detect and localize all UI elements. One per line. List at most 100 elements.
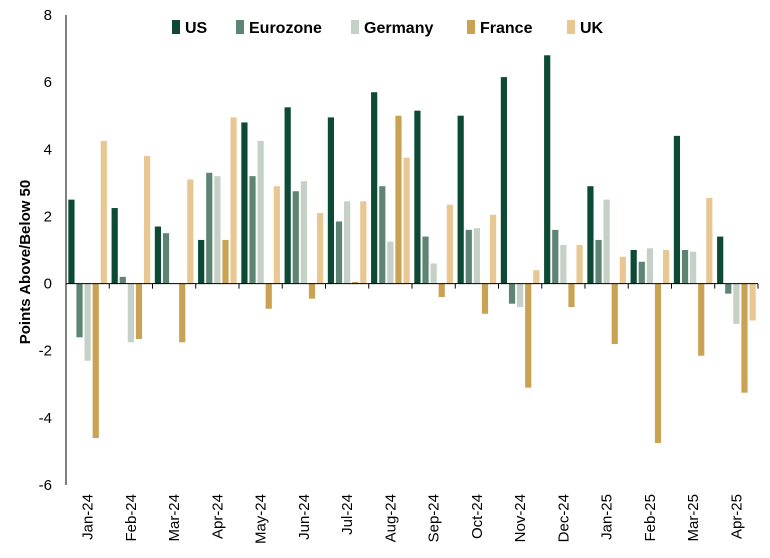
y-tick-label: 0 [44,276,52,293]
y-tick-label: -4 [39,410,52,427]
x-tick-label: Mar-24 [166,494,183,542]
bar-eurozone-feb-25 [638,261,645,284]
legend-label-uk: UK [580,20,604,37]
bar-us-may-24 [241,122,248,284]
x-tick-label: Jun-24 [296,494,313,540]
legend-swatch-us [172,20,180,34]
bar-eurozone-mar-24 [162,233,170,284]
bar-eurozone-jan-24 [76,283,83,338]
bar-france-may-24 [265,283,272,309]
y-tick-label: 4 [44,141,52,158]
bar-us-apr-24 [198,239,205,284]
legend-swatch-eurozone [236,20,244,34]
bar-germany-dec-24 [560,244,567,284]
bar-uk-feb-25 [662,250,670,284]
y-axis-title: Points Above/Below 50 [17,180,34,344]
x-tick-label: Mar-25 [685,494,702,542]
bar-germany-oct-24 [473,228,480,284]
bar-uk-apr-25 [749,283,756,321]
bar-france-jun-24 [308,283,316,299]
x-axis-ticks: Jan-24 Feb-24 Mar-24 Apr-24 May-24 Jun-24 Jul-… [80,494,746,544]
bar-eurozone-may-24 [249,176,256,284]
y-tick-label: -2 [39,343,52,360]
bar-france-jan-24 [92,283,99,438]
bar-uk-oct-24 [489,214,497,284]
bar-germany-feb-24 [127,283,134,343]
x-tick-label: Apr-24 [209,494,226,539]
bar-france-dec-24 [568,283,575,308]
legend-label-germany: Germany [364,20,433,37]
bar-germany-jan-25 [603,199,610,284]
bar-eurozone-apr-25 [725,283,732,294]
bar-eurozone-jul-24 [335,221,343,284]
bar-france-apr-24 [222,239,229,284]
bar-us-mar-24 [154,226,162,284]
bar-eurozone-jun-24 [292,191,299,284]
bar-uk-mar-24 [187,179,194,284]
x-tick-label: Jul-24 [339,494,356,535]
bar-france-mar-25 [698,283,705,356]
x-tick-label: May-24 [253,494,270,544]
y-axis-ticks: 8 6 4 2 0 -2 -4 -6 [39,7,52,494]
bar-germany-feb-25 [646,248,653,284]
bar-germany-apr-24 [214,176,221,284]
bar-germany-aug-24 [387,241,394,284]
bar-us-dec-24 [544,55,551,284]
bar-france-mar-24 [179,283,186,343]
legend-label-france: France [480,20,533,37]
bar-france-apr-25 [741,283,748,393]
bar-uk-sep-24 [446,204,453,284]
bar-france-oct-24 [481,283,489,314]
x-tick-label: Apr-25 [728,494,745,539]
x-tick-label: Dec-24 [555,494,572,542]
x-tick-label: Sep-24 [426,494,443,542]
legend-swatch-germany [351,20,359,34]
bar-uk-jan-25 [619,256,626,284]
x-tick-label: Jan-25 [599,494,616,540]
bar-uk-jan-24 [100,140,107,284]
bar-uk-dec-24 [576,244,583,284]
bar-uk-feb-24 [143,156,151,284]
bar-eurozone-mar-25 [681,250,689,284]
bar-germany-apr-25 [733,283,740,324]
bar-france-sep-24 [438,283,445,297]
x-tick-label: Aug-24 [382,494,399,542]
x-tick-label: Feb-24 [123,494,140,542]
bar-france-feb-24 [135,283,143,339]
bar-us-jul-24 [327,117,335,284]
bars [68,55,756,444]
bar-us-oct-24 [457,115,464,284]
bar-uk-apr-24 [230,117,237,284]
y-tick-label: 6 [44,74,52,91]
bar-uk-jul-24 [360,201,367,284]
bar-germany-jun-24 [300,181,307,284]
bar-uk-may-24 [273,186,280,284]
bar-us-feb-25 [630,250,637,284]
legend-label-eurozone: Eurozone [249,20,322,37]
bar-eurozone-aug-24 [379,186,386,284]
legend: US Eurozone Germany France UK [172,20,604,37]
bar-uk-nov-24 [533,270,540,284]
bar-eurozone-nov-24 [508,283,516,304]
bar-us-sep-24 [414,110,421,284]
bar-germany-nov-24 [517,283,524,308]
bar-france-nov-24 [525,283,532,388]
bar-us-jan-25 [587,186,594,284]
y-tick-label: 8 [44,7,52,24]
bar-eurozone-dec-24 [552,229,559,284]
bar-uk-aug-24 [403,157,410,284]
bar-germany-mar-25 [690,251,697,284]
x-tick-label: Oct-24 [469,494,486,539]
bar-france-aug-24 [395,115,402,284]
x-tick-label: Jan-24 [80,494,97,540]
bar-eurozone-sep-24 [422,236,429,284]
bar-us-apr-25 [717,236,724,284]
bar-us-jun-24 [284,107,291,284]
bar-eurozone-jan-25 [595,239,602,284]
bar-uk-mar-25 [706,197,713,284]
bar-us-mar-25 [673,135,681,284]
bar-eurozone-feb-24 [119,276,126,284]
x-tick-label: Feb-25 [642,494,659,542]
legend-swatch-france [467,20,475,34]
bar-france-jan-25 [611,283,618,344]
